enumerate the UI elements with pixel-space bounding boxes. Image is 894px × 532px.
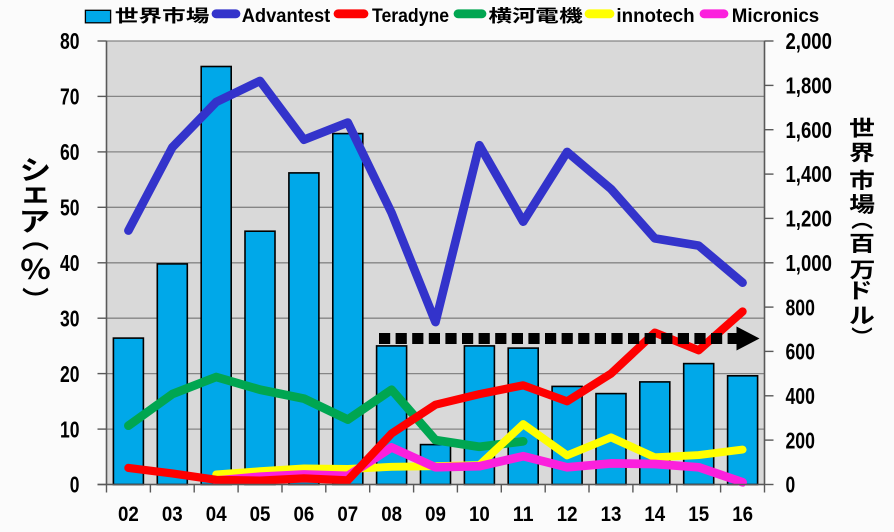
svg-text:15: 15 <box>688 502 709 526</box>
svg-text:1,800: 1,800 <box>786 73 832 99</box>
svg-text:20: 20 <box>60 361 80 387</box>
svg-text:40: 40 <box>60 250 80 276</box>
svg-text:80: 80 <box>60 28 80 54</box>
svg-text:1,200: 1,200 <box>786 206 832 232</box>
svg-text:16: 16 <box>732 502 753 526</box>
svg-text:200: 200 <box>786 427 815 453</box>
svg-text:07: 07 <box>337 502 358 526</box>
svg-text:800: 800 <box>786 294 815 320</box>
svg-text:50: 50 <box>60 195 80 221</box>
svg-text:400: 400 <box>786 383 815 409</box>
svg-text:06: 06 <box>294 502 315 526</box>
svg-text:02: 02 <box>118 502 139 526</box>
svg-text:08: 08 <box>381 502 402 526</box>
svg-text:0: 0 <box>786 472 796 498</box>
svg-text:10: 10 <box>60 416 80 442</box>
svg-text:Teradyne: Teradyne <box>372 6 449 27</box>
svg-text:1,400: 1,400 <box>786 161 832 187</box>
svg-text:10: 10 <box>469 502 490 526</box>
svg-text:12: 12 <box>557 502 578 526</box>
svg-text:1,000: 1,000 <box>786 250 832 276</box>
svg-text:2,000: 2,000 <box>786 28 832 54</box>
svg-text:04: 04 <box>206 502 227 526</box>
svg-text:innotech: innotech <box>616 6 694 27</box>
svg-text:09: 09 <box>425 502 446 526</box>
svg-text:11: 11 <box>513 502 534 526</box>
svg-text:Micronics: Micronics <box>732 6 819 27</box>
svg-text:Advantest: Advantest <box>242 6 331 27</box>
svg-text:13: 13 <box>601 502 622 526</box>
svg-text:14: 14 <box>644 502 665 526</box>
svg-text:03: 03 <box>162 502 183 526</box>
svg-text:70: 70 <box>60 84 80 110</box>
svg-text:1,600: 1,600 <box>786 117 832 143</box>
svg-text:30: 30 <box>60 305 80 331</box>
svg-text:05: 05 <box>250 502 271 526</box>
svg-text:60: 60 <box>60 139 80 165</box>
svg-text:0: 0 <box>70 472 80 498</box>
svg-text:600: 600 <box>786 339 815 365</box>
